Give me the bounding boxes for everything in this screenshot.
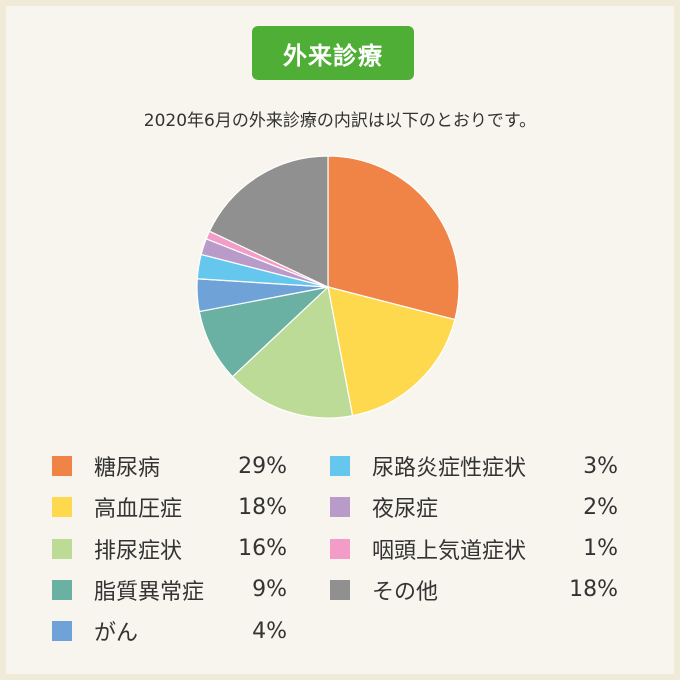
pie-slice <box>208 155 329 288</box>
legend-value: 29% <box>238 453 287 479</box>
legend-value: 18% <box>569 577 618 603</box>
legend-swatch <box>330 579 350 600</box>
pie-slice <box>327 286 456 417</box>
legend-item: 夜尿症 2% <box>330 492 618 522</box>
legend-swatch <box>52 497 72 518</box>
chart-subtitle: 2020年6月の外来診療の内訳は以下のとおりです。 <box>143 111 537 131</box>
chart-title-badge: 外来診療 <box>252 26 414 80</box>
legend-swatch <box>52 621 72 642</box>
legend-item: 糖尿病 29% <box>52 451 287 481</box>
legend-label: がん <box>94 621 139 647</box>
legend-swatch <box>52 538 72 559</box>
legend-item: 尿路炎症性症状 3% <box>330 451 618 481</box>
legend-value: 16% <box>238 536 287 562</box>
legend-swatch <box>330 456 350 476</box>
pie-slice <box>327 155 460 321</box>
legend-value: 2% <box>583 494 618 520</box>
legend-item: 高血圧症 18% <box>52 492 287 522</box>
legend-label: その他 <box>372 579 439 605</box>
legend-item: 排尿症状 16% <box>52 534 287 564</box>
legend-label: 脂質異常症 <box>94 579 205 605</box>
legend-value: 9% <box>252 577 287 603</box>
legend-item: その他 18% <box>330 575 618 605</box>
legend-item: がん 4% <box>52 616 287 646</box>
legend-swatch <box>330 497 350 518</box>
legend-label: 糖尿病 <box>94 456 161 481</box>
legend-label: 排尿症状 <box>94 538 183 564</box>
legend-item: 咽頭上気道症状 1% <box>330 534 618 564</box>
pie-slice <box>231 285 354 419</box>
legend-value: 18% <box>238 494 287 520</box>
legend-value: 4% <box>252 618 287 644</box>
legend-swatch <box>330 538 350 559</box>
legend-swatch <box>52 456 72 476</box>
legend-swatch <box>52 579 72 600</box>
legend-value: 1% <box>583 536 618 562</box>
legend-item: 脂質異常症 9% <box>52 575 287 605</box>
legend-label: 高血圧症 <box>94 497 183 523</box>
legend-label: 尿路炎症性症状 <box>372 456 527 481</box>
legend-value: 3% <box>583 453 618 479</box>
legend-label: 夜尿症 <box>372 497 439 523</box>
legend-label: 咽頭上気道症状 <box>372 538 527 564</box>
